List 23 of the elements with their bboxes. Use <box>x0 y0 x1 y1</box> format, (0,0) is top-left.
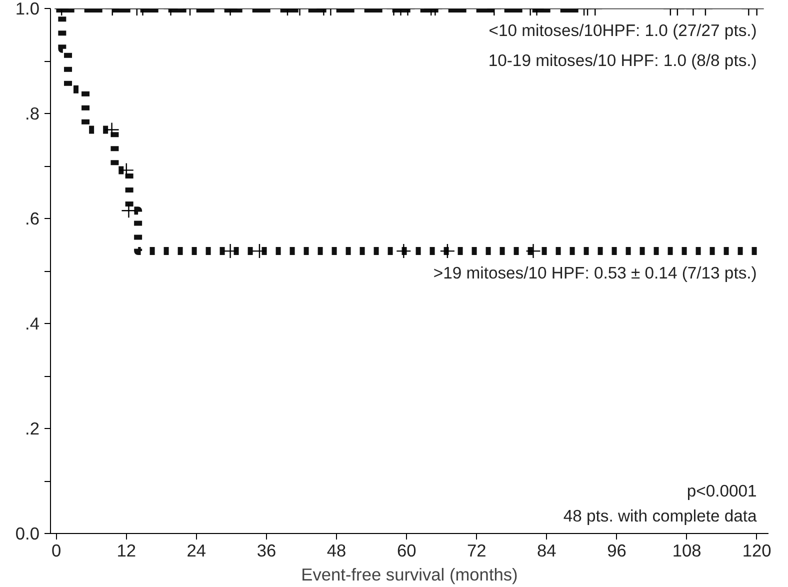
y-tick-label: .6 <box>25 208 40 228</box>
text: 10-19 mitoses/10 HPF: 1.0 (8/8 pts.) <box>488 51 757 70</box>
x-tick-label: 0 <box>52 540 62 560</box>
annotation: 48 pts. with complete data <box>563 506 758 526</box>
x-tick-label: 60 <box>396 540 416 560</box>
y-tick-label: .8 <box>25 104 40 124</box>
x-axis-title: Event-free survival (months) <box>301 564 518 584</box>
y-tick-label: 0.0 <box>15 524 40 544</box>
x-tick-label: 24 <box>186 540 206 560</box>
y-tick-label: .2 <box>25 418 40 438</box>
y-tick-label: .4 <box>25 314 40 334</box>
annotation: p<0.0001 <box>686 482 757 500</box>
x-tick-label: 36 <box>256 540 276 560</box>
x-tick-label: 84 <box>537 540 557 560</box>
x-tick-label: 72 <box>466 540 486 560</box>
x-tick-label: 12 <box>116 540 136 560</box>
y-tick-label: 1.0 <box>15 0 40 18</box>
x-tick-label: 108 <box>672 540 702 560</box>
x-tick-label: 48 <box>326 540 346 560</box>
x-tick-label: 120 <box>742 540 772 560</box>
series-label: >19 mitoses/10 HPF: 0.53 ± 0.14 (7/13 pts.) <box>433 264 757 283</box>
series-label: <10 mitoses/10HPF: 1.0 (27/27 pts.) <box>488 21 757 40</box>
x-tick-label: 96 <box>607 540 626 560</box>
